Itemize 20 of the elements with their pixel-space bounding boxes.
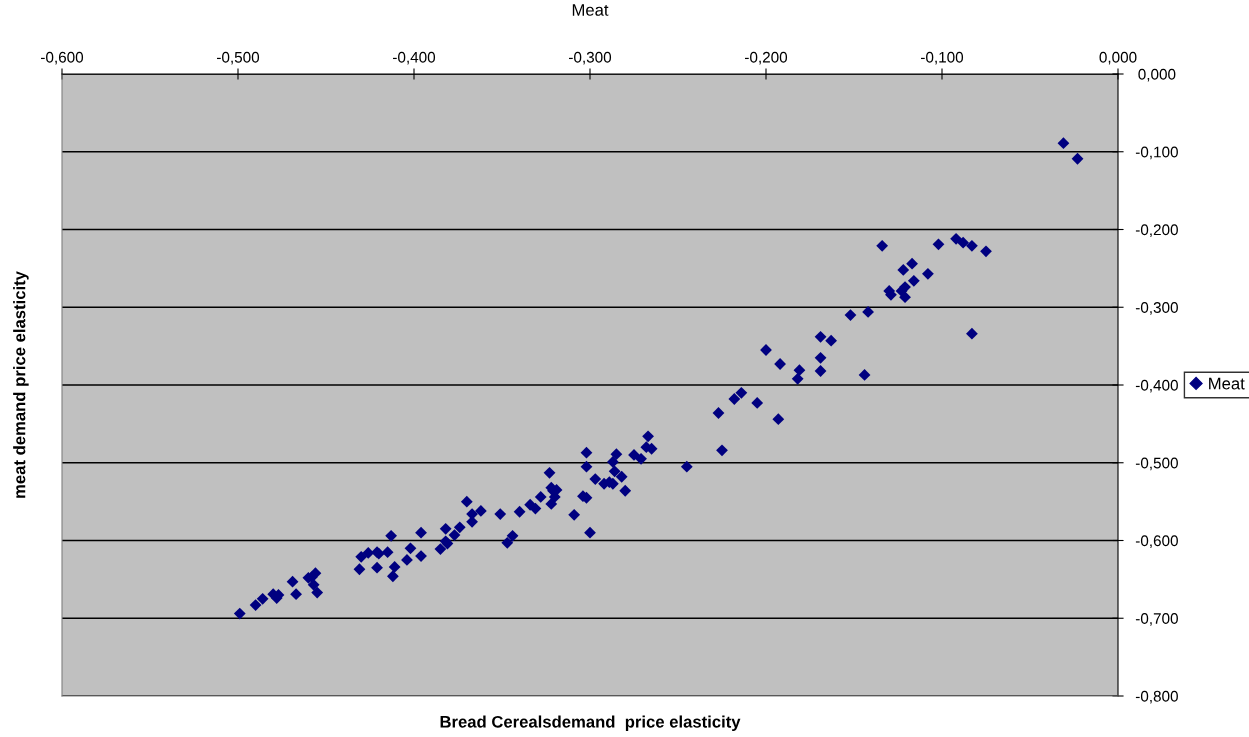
y-tick-label: -0,700 <box>1135 613 1178 626</box>
y-tick-label: -0,400 <box>1135 379 1178 393</box>
y-tick-label: 0,000 <box>1138 68 1176 82</box>
x-tick-label: -0,600 <box>41 51 84 65</box>
y-tick-label: -0,600 <box>1135 535 1178 548</box>
chart-title: Meat <box>572 4 609 16</box>
y-tick-label: -0,300 <box>1135 302 1178 315</box>
y-tick-label: -0,500 <box>1135 457 1178 471</box>
x-tick-label: 0,000 <box>1099 51 1137 65</box>
y-axis-title: meat demand price elasticity <box>13 271 29 498</box>
y-tick-label: -0,200 <box>1135 224 1178 237</box>
legend-label: Meat <box>1209 377 1245 390</box>
x-tick-label: -0,400 <box>393 51 436 65</box>
x-tick-label: -0,200 <box>745 51 788 65</box>
y-tick-label: -0,100 <box>1135 146 1178 160</box>
y-tick-label: -0,800 <box>1135 690 1178 704</box>
x-tick-label: -0,100 <box>921 51 964 65</box>
x-axis-title: Bread Cerealsdemand price elasticity <box>440 715 741 731</box>
x-tick-label: -0,500 <box>217 51 260 65</box>
x-tick-label: -0,300 <box>569 51 612 65</box>
